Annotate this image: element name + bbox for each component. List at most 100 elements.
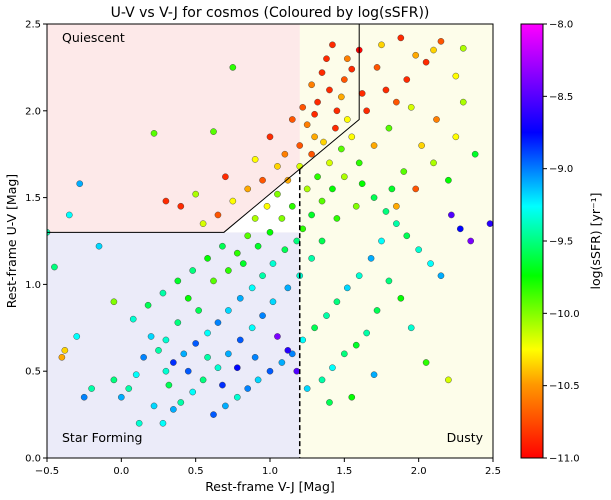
data-point — [61, 347, 69, 354]
data-point — [393, 202, 400, 210]
data-point — [281, 150, 289, 158]
data-point — [471, 150, 479, 158]
data-point — [225, 307, 232, 314]
data-point — [162, 336, 170, 344]
x-tick-label: −0.5 — [35, 466, 59, 477]
data-point — [296, 142, 304, 149]
data-point — [266, 367, 274, 375]
data-point — [459, 45, 467, 52]
colorbar-tick-label: −10.5 — [549, 381, 580, 392]
region-dusty — [299, 24, 493, 458]
data-point — [284, 284, 292, 292]
data-point — [229, 64, 237, 71]
y-axis-label: Rest-frame U-V [Mag] — [4, 174, 19, 308]
data-point — [344, 116, 351, 123]
data-point — [355, 159, 363, 167]
data-point — [358, 90, 366, 97]
data-point — [367, 255, 375, 262]
data-point — [284, 176, 292, 184]
data-point — [214, 211, 222, 219]
data-point — [299, 104, 307, 111]
data-point — [251, 215, 259, 222]
data-point — [239, 260, 247, 267]
data-point — [318, 376, 326, 384]
colorbar-label: log(sSFR) [yr⁻¹] — [588, 192, 603, 289]
data-point — [329, 364, 336, 372]
data-point — [229, 197, 237, 205]
data-point — [144, 301, 152, 309]
data-point — [288, 116, 296, 123]
data-point — [259, 272, 266, 280]
x-tick-label: 1.0 — [262, 466, 278, 477]
data-point — [378, 41, 385, 49]
data-point — [318, 197, 326, 205]
chart-title: U-V vs V-J for cosmos (Coloured by log(s… — [111, 5, 430, 21]
data-point — [430, 159, 437, 167]
data-point — [284, 347, 292, 354]
data-point — [344, 284, 351, 292]
y-tick-label: 2.5 — [25, 20, 41, 31]
y-tick-label: 1.5 — [25, 193, 41, 204]
data-point — [135, 419, 143, 427]
colorbar-tick-label: −8.0 — [549, 20, 573, 31]
data-point — [88, 385, 95, 392]
data-point — [452, 133, 460, 141]
data-point — [76, 180, 84, 188]
data-point — [278, 215, 286, 222]
region-label-dusty: Dusty — [447, 430, 484, 445]
data-point — [210, 128, 217, 135]
data-point — [80, 393, 88, 401]
data-point — [323, 312, 330, 319]
data-point — [299, 225, 307, 233]
data-point — [333, 298, 341, 306]
data-point — [422, 58, 430, 66]
data-point — [348, 65, 356, 73]
data-point — [244, 232, 251, 240]
x-tick-label: 2.0 — [411, 466, 427, 477]
data-point — [370, 371, 378, 378]
data-point — [433, 116, 440, 123]
colorbar-tick-label: −9.0 — [549, 164, 573, 175]
data-point — [244, 185, 251, 193]
data-point — [467, 237, 475, 245]
data-point — [445, 176, 452, 184]
data-point — [326, 86, 333, 94]
data-point — [150, 130, 158, 137]
data-point — [73, 333, 81, 340]
data-point — [397, 294, 405, 302]
data-point — [244, 385, 251, 392]
data-point — [155, 347, 162, 354]
data-point — [174, 277, 182, 285]
data-point — [308, 255, 315, 262]
data-point — [118, 393, 125, 401]
data-point — [174, 319, 182, 326]
data-point — [278, 359, 286, 366]
data-point — [132, 371, 140, 378]
data-point — [236, 336, 244, 344]
data-point — [189, 267, 196, 274]
data-point — [412, 185, 419, 193]
y-tick-label: 0.5 — [25, 367, 41, 378]
data-point — [378, 237, 385, 245]
data-point — [415, 246, 422, 253]
data-point — [180, 350, 188, 358]
data-point — [192, 340, 199, 347]
data-point — [225, 267, 232, 274]
x-tick-label: 0.5 — [188, 466, 204, 477]
data-point — [150, 402, 158, 410]
data-point — [427, 260, 434, 267]
x-axis: −0.5 0.0 0.5 1.0 1.5 2.0 2.5 — [35, 458, 501, 477]
data-point — [95, 242, 103, 250]
data-point — [233, 364, 241, 372]
data-point — [388, 185, 396, 193]
data-point — [189, 388, 196, 396]
data-point — [140, 354, 147, 361]
data-point — [352, 202, 360, 210]
data-point — [329, 185, 336, 193]
x-tick-label: 0.0 — [113, 466, 129, 477]
data-point — [348, 133, 356, 141]
data-point — [110, 298, 118, 306]
data-point — [430, 46, 437, 54]
data-point — [314, 173, 321, 181]
data-point — [214, 364, 222, 372]
